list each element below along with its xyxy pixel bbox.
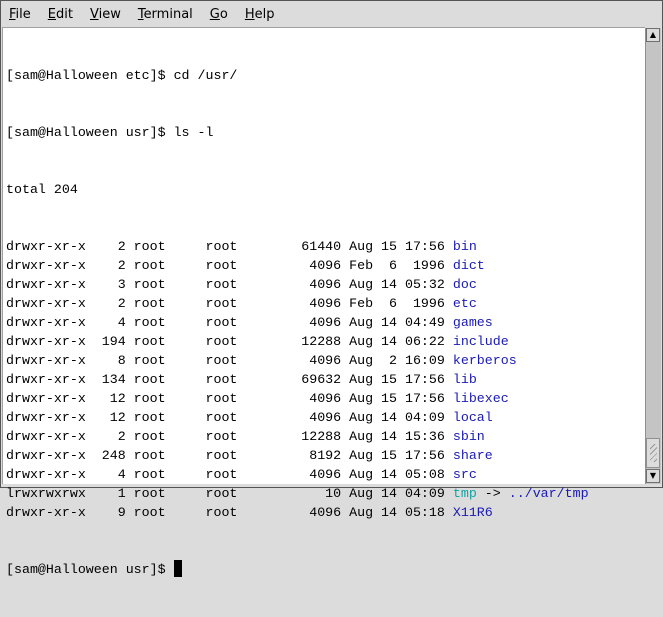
menu-terminal[interactable]: Terminal bbox=[130, 7, 201, 22]
file-name: dict bbox=[452, 258, 485, 273]
menu-label: Edit bbox=[47, 6, 73, 22]
file-name: bin bbox=[452, 239, 477, 254]
file-name: libexec bbox=[452, 391, 509, 406]
listing-row: drwxr-xr-x 2 root root 4096 Feb 6 1996 e… bbox=[6, 294, 589, 313]
listing-row: drwxr-xr-x 9 root root 4096 Aug 14 05:18… bbox=[6, 503, 589, 522]
listing-row: drwxr-xr-x 8 root root 4096 Aug 2 16:09 … bbox=[6, 351, 589, 370]
command-line: [sam@Halloween etc]$ cd /usr/ bbox=[6, 68, 238, 83]
menu-edit[interactable]: Edit bbox=[40, 7, 81, 22]
row-details: drwxr-xr-x 194 root root 12288 Aug 14 06… bbox=[6, 334, 453, 349]
menu-label: Help bbox=[244, 6, 275, 22]
file-name: sbin bbox=[452, 429, 485, 444]
file-name: share bbox=[452, 448, 493, 463]
listing-row: drwxr-xr-x 134 root root 69632 Aug 15 17… bbox=[6, 370, 589, 389]
scrollbar-thumb[interactable] bbox=[646, 438, 660, 468]
listing-row: drwxr-xr-x 3 root root 4096 Aug 14 05:32… bbox=[6, 275, 589, 294]
row-details: drwxr-xr-x 4 root root 4096 Aug 14 05:08 bbox=[6, 467, 453, 482]
file-name: tmp bbox=[452, 486, 477, 501]
terminal-window: File Edit View Terminal Go Help [sam@Hallowee… bbox=[0, 0, 663, 577]
file-name: src bbox=[452, 467, 477, 482]
menu-view[interactable]: View bbox=[82, 7, 129, 22]
row-details: drwxr-xr-x 9 root root 4096 Aug 14 05:18 bbox=[6, 505, 453, 520]
row-details: drwxr-xr-x 2 root root 4096 Feb 6 1996 bbox=[6, 258, 453, 273]
file-name: doc bbox=[452, 277, 477, 292]
terminal-area[interactable]: [sam@Halloween etc]$ cd /usr/ [sam@Hallo… bbox=[2, 27, 645, 577]
scroll-up-arrow-icon[interactable]: ▲ bbox=[646, 28, 660, 42]
row-details: drwxr-xr-x 12 root root 4096 Aug 15 17:5… bbox=[6, 391, 453, 406]
listing-row: drwxr-xr-x 2 root root 61440 Aug 15 17:5… bbox=[6, 237, 589, 256]
row-details: drwxr-xr-x 3 root root 4096 Aug 14 05:32 bbox=[6, 277, 453, 292]
listing-row: drwxr-xr-x 4 root root 4096 Aug 14 05:08… bbox=[6, 465, 589, 484]
row-details: drwxr-xr-x 2 root root 12288 Aug 14 15:3… bbox=[6, 429, 453, 444]
prompt-line: [sam@Halloween usr]$ bbox=[6, 560, 589, 579]
menu-label: Go bbox=[209, 6, 228, 22]
file-name: X11R6 bbox=[452, 505, 493, 520]
listing-row: drwxr-xr-x 2 root root 4096 Feb 6 1996 d… bbox=[6, 256, 589, 275]
row-details: lrwxrwxrwx 1 root root 10 Aug 14 04:09 bbox=[6, 486, 453, 501]
listing-row: drwxr-xr-x 12 root root 4096 Aug 14 04:0… bbox=[6, 408, 589, 427]
terminal-output: [sam@Halloween etc]$ cd /usr/ [sam@Hallo… bbox=[6, 28, 589, 617]
file-name: etc bbox=[452, 296, 477, 311]
file-name: games bbox=[452, 315, 493, 330]
menu-label: File bbox=[9, 6, 31, 22]
file-name: lib bbox=[452, 372, 477, 387]
cursor bbox=[173, 560, 182, 577]
row-details: drwxr-xr-x 12 root root 4096 Aug 14 04:0… bbox=[6, 410, 453, 425]
file-name: include bbox=[452, 334, 509, 349]
listing-row: drwxr-xr-x 12 root root 4096 Aug 15 17:5… bbox=[6, 389, 589, 408]
menu-label: Terminal bbox=[137, 6, 193, 22]
link-arrow: -> bbox=[484, 486, 501, 501]
file-name: local bbox=[452, 410, 493, 425]
row-details: drwxr-xr-x 2 root root 4096 Feb 6 1996 bbox=[6, 296, 453, 311]
row-details: drwxr-xr-x 8 root root 4096 Aug 2 16:09 bbox=[6, 353, 453, 368]
file-name: kerberos bbox=[452, 353, 517, 368]
listing-row: lrwxrwxrwx 1 root root 10 Aug 14 04:09 t… bbox=[6, 484, 589, 503]
menu-help[interactable]: Help bbox=[237, 7, 283, 22]
command-line: [sam@Halloween usr]$ ls -l bbox=[6, 125, 214, 140]
scrollbar[interactable]: ▲ ▼ bbox=[645, 28, 661, 484]
listing-row: drwxr-xr-x 4 root root 4096 Aug 14 04:49… bbox=[6, 313, 589, 332]
menubar: File Edit View Terminal Go Help bbox=[1, 1, 662, 27]
row-details: drwxr-xr-x 248 root root 8192 Aug 15 17:… bbox=[6, 448, 453, 463]
menu-go[interactable]: Go bbox=[202, 7, 236, 22]
link-target: ../var/tmp bbox=[508, 486, 589, 501]
scroll-down-arrow-icon[interactable]: ▼ bbox=[646, 469, 660, 483]
menu-label: View bbox=[89, 6, 121, 22]
listing-row: drwxr-xr-x 2 root root 12288 Aug 14 15:3… bbox=[6, 427, 589, 446]
prompt: [sam@Halloween usr]$ bbox=[6, 562, 174, 577]
listing-row: drwxr-xr-x 248 root root 8192 Aug 15 17:… bbox=[6, 446, 589, 465]
row-details: drwxr-xr-x 4 root root 4096 Aug 14 04:49 bbox=[6, 315, 453, 330]
total-line: total 204 bbox=[6, 182, 78, 197]
menu-file[interactable]: File bbox=[1, 7, 39, 22]
listing-row: drwxr-xr-x 194 root root 12288 Aug 14 06… bbox=[6, 332, 589, 351]
row-details: drwxr-xr-x 2 root root 61440 Aug 15 17:5… bbox=[6, 239, 453, 254]
row-details: drwxr-xr-x 134 root root 69632 Aug 15 17… bbox=[6, 372, 453, 387]
